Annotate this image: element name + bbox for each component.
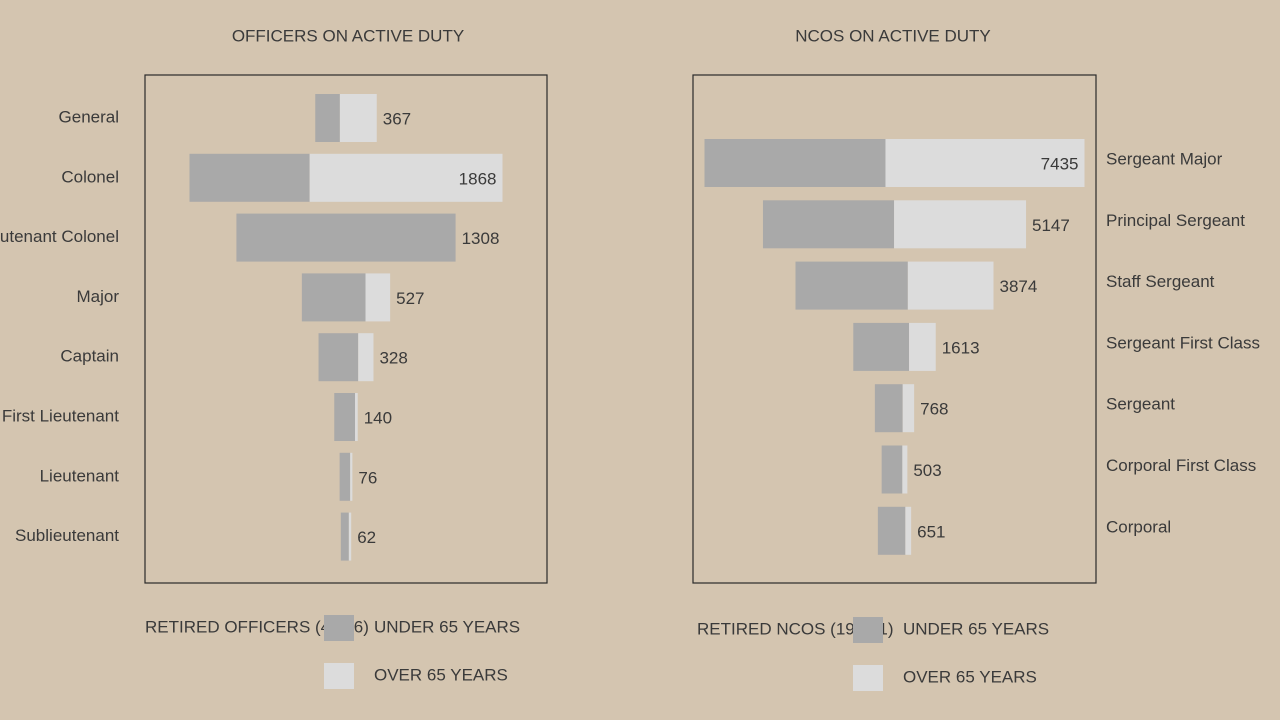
total-label: 1308 [462, 229, 500, 248]
bar-segment [905, 506, 912, 555]
legend-label: OVER 65 YEARS [374, 665, 508, 684]
category-label: Sublieutenant [15, 526, 119, 545]
total-label: 1613 [942, 338, 980, 357]
total-label: 503 [913, 461, 941, 480]
legend-swatch [324, 663, 354, 689]
total-label: 328 [379, 349, 407, 368]
category-label: Lieutenant Colonel [0, 227, 119, 246]
legend-swatch [324, 615, 354, 641]
bar-segment [301, 273, 366, 322]
category-label: First Lieutenant [2, 406, 119, 425]
bar-segment [365, 273, 391, 322]
bar-segment [874, 384, 903, 433]
bar-segment [909, 322, 936, 371]
bar-segment [340, 512, 349, 561]
total-label: 367 [383, 109, 411, 128]
category-label: Captain [60, 347, 119, 366]
bar-segment [877, 506, 906, 555]
category-label: Corporal First Class [1106, 456, 1256, 475]
bar-segment [309, 153, 503, 202]
bar-segment [795, 261, 908, 310]
total-label: 768 [920, 400, 948, 419]
category-label: Lieutenant [40, 466, 120, 485]
plot-frame [692, 74, 1097, 584]
chart-title: NCOS ON ACTIVE DUTY [795, 26, 991, 45]
bar-segment [762, 200, 895, 249]
category-label: Sergeant [1106, 395, 1175, 414]
bar-segment [894, 200, 1027, 249]
bar-segment [881, 445, 903, 494]
legend-swatch [853, 617, 883, 643]
category-label: Sergeant First Class [1106, 333, 1260, 352]
total-label: 651 [917, 522, 945, 541]
bar-segment [348, 512, 352, 561]
bar-segment [704, 139, 886, 187]
legend-label: OVER 65 YEARS [903, 667, 1037, 686]
bar-segment [318, 333, 359, 382]
bar-segment [236, 213, 456, 262]
bar-segment [885, 139, 1085, 187]
legend-swatch [853, 665, 883, 691]
legend-title: RETIRED NCOS (19,991) [697, 619, 894, 638]
legend-label: UNDER 65 YEARS [374, 617, 520, 636]
legend-label: UNDER 65 YEARS [903, 619, 1049, 638]
bar-segment [358, 333, 374, 382]
total-label: 76 [358, 468, 377, 487]
category-label: General [59, 107, 119, 126]
total-label: 5147 [1032, 216, 1070, 235]
total-label: 3874 [999, 277, 1037, 296]
bar-segment [334, 393, 356, 441]
bar-segment [350, 452, 353, 501]
bar-segment [907, 261, 994, 310]
category-label: Corporal [1106, 517, 1171, 536]
bar-segment [339, 94, 377, 142]
bar-segment [339, 452, 351, 501]
total-label: 140 [364, 408, 392, 427]
bar-segment [902, 445, 908, 494]
total-label: 62 [357, 528, 376, 547]
bar-segment [355, 393, 358, 441]
category-label: Sergeant Major [1106, 149, 1223, 168]
chart-title: OFFICERS ON ACTIVE DUTY [232, 26, 464, 45]
category-label: Staff Sergeant [1106, 272, 1215, 291]
total-label: 1868 [459, 169, 497, 188]
plot-frame [144, 74, 548, 584]
total-label: 7435 [1041, 154, 1079, 173]
bar-segment [902, 384, 915, 433]
category-label: Principal Sergeant [1106, 211, 1245, 230]
bar-segment [315, 94, 340, 142]
category-label: Colonel [61, 167, 119, 186]
category-label: Major [76, 287, 119, 306]
bar-segment [853, 322, 910, 371]
total-label: 527 [396, 289, 424, 308]
legend-title: RETIRED OFFICERS (4,676) [145, 617, 369, 636]
bar-segment [189, 153, 310, 202]
